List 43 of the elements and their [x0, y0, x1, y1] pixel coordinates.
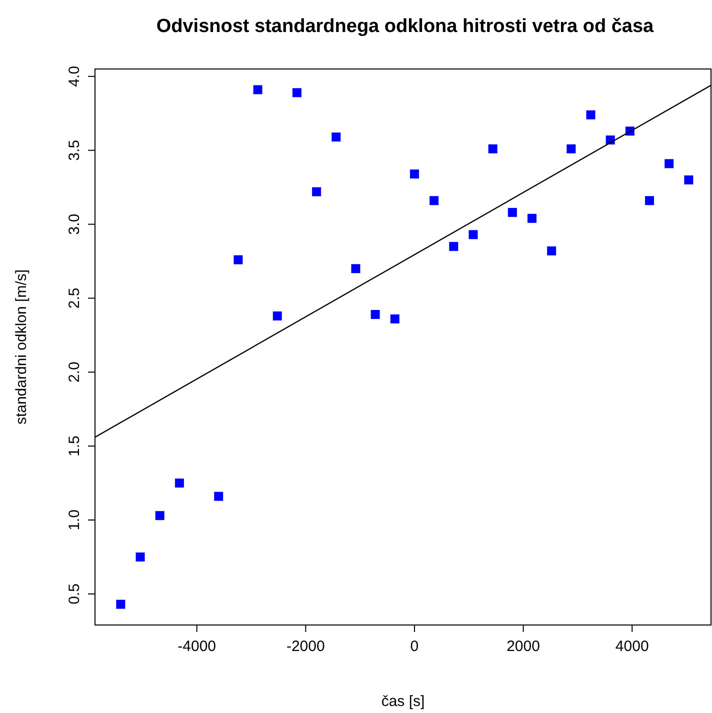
x-tick-label: 2000 — [506, 638, 540, 655]
point — [174, 478, 184, 488]
point — [684, 175, 694, 184]
point — [664, 159, 674, 168]
point — [566, 144, 576, 154]
x-tick-label: 0 — [410, 638, 419, 655]
point — [351, 264, 360, 274]
point — [312, 187, 322, 196]
point — [253, 85, 262, 94]
point — [116, 600, 126, 609]
point — [332, 132, 341, 142]
y-tick-label: 2.0 — [66, 362, 83, 383]
point — [136, 552, 145, 562]
point — [645, 196, 654, 206]
point — [390, 314, 400, 324]
x-tick-label: -2000 — [286, 638, 325, 655]
chart-title: Odvisnost standardnega odklona hitrosti vetra od časa — [156, 16, 654, 37]
point — [488, 144, 498, 154]
point — [449, 242, 458, 251]
point — [410, 169, 419, 178]
point — [586, 110, 596, 120]
point — [214, 492, 224, 501]
y-tick-label: 3.0 — [66, 214, 83, 235]
x-axis-title: čas [s] — [381, 693, 425, 710]
point — [547, 246, 556, 256]
point — [528, 214, 536, 223]
point — [430, 196, 439, 206]
x-tick-label: -4000 — [178, 638, 216, 655]
y-axis-title: standardni odklon [m/s] — [13, 269, 30, 425]
point — [292, 88, 302, 98]
y-tick-label: 0.5 — [66, 584, 83, 604]
x-tick-label: 4000 — [615, 638, 649, 655]
point — [272, 311, 282, 320]
y-tick-label: 3.5 — [66, 140, 83, 161]
point — [234, 255, 243, 264]
y-tick-label: 1.0 — [66, 510, 83, 530]
y-tick-label: 4.0 — [66, 66, 83, 87]
point — [508, 208, 517, 217]
y-tick-label: 1.5 — [66, 436, 83, 457]
point — [155, 511, 164, 520]
point — [468, 230, 478, 240]
y-tick-label: 2.5 — [66, 288, 83, 309]
point — [370, 310, 380, 319]
